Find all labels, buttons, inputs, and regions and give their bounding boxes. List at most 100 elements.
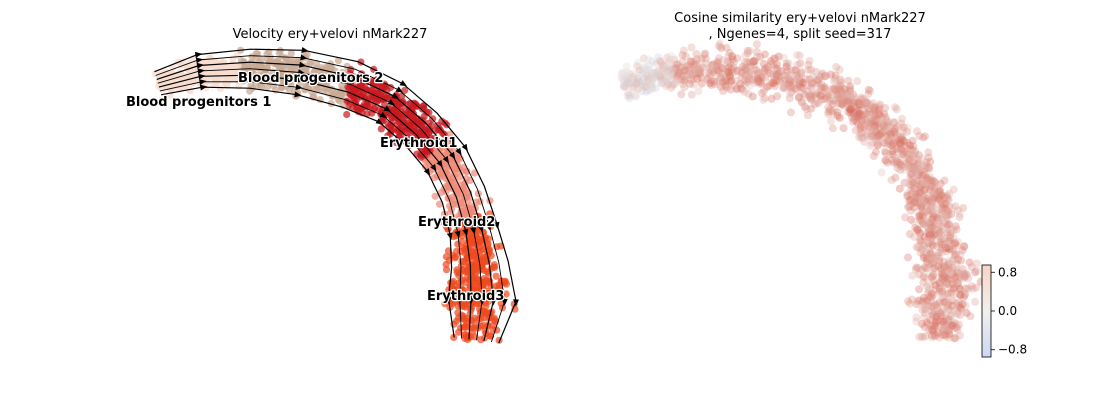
cell-point xyxy=(863,132,872,141)
cell-point xyxy=(919,251,928,260)
cell-point xyxy=(900,137,908,146)
cell-point xyxy=(773,64,781,73)
cell-point xyxy=(938,309,947,318)
cell-point xyxy=(679,72,688,80)
cell-point xyxy=(954,255,963,264)
cell-point xyxy=(951,309,960,318)
cell-point xyxy=(768,71,777,79)
cell-point xyxy=(854,120,863,128)
cell-point xyxy=(948,301,957,310)
cell-point xyxy=(353,102,361,110)
cell-point xyxy=(844,76,853,85)
cell-point xyxy=(784,74,793,83)
cell-point xyxy=(945,220,954,229)
cell-point xyxy=(897,145,906,154)
cell-point xyxy=(853,108,862,117)
cell-point xyxy=(749,57,758,66)
cell-point xyxy=(634,74,643,83)
cell-point xyxy=(941,299,950,308)
cell-point xyxy=(844,97,853,106)
cell-point xyxy=(829,96,838,105)
cell-point xyxy=(940,240,949,249)
cell-point xyxy=(857,100,866,109)
cell-point xyxy=(937,222,946,231)
cell-point xyxy=(904,163,912,172)
cell-point xyxy=(273,60,281,69)
cell-point xyxy=(911,168,920,177)
cell-point xyxy=(670,66,679,75)
cell-point xyxy=(872,120,881,129)
cell-point xyxy=(886,123,895,132)
cell-point xyxy=(897,119,906,128)
cell-point xyxy=(960,242,969,251)
cell-point xyxy=(926,226,935,235)
cell-point xyxy=(713,61,722,70)
cell-point xyxy=(926,205,935,214)
cell-point xyxy=(913,169,922,178)
cell-point xyxy=(619,81,628,90)
cell-point xyxy=(882,118,891,127)
cell-point xyxy=(216,85,224,93)
cell-point xyxy=(246,87,254,95)
cell-point xyxy=(924,179,933,188)
cell-point xyxy=(944,263,953,272)
cell-point xyxy=(664,80,673,89)
cell-point xyxy=(753,47,761,56)
cell-point xyxy=(934,195,943,203)
cell-point xyxy=(850,108,859,117)
cell-point xyxy=(955,303,964,312)
cell-point xyxy=(641,82,649,91)
cell-point xyxy=(742,66,751,75)
cell-point xyxy=(914,155,923,164)
cell-point xyxy=(769,79,778,88)
cell-point xyxy=(868,117,876,126)
cell-point xyxy=(907,295,916,304)
cell-point xyxy=(661,70,670,79)
cell-point xyxy=(793,51,801,59)
cell-point xyxy=(942,228,951,237)
cell-point xyxy=(939,317,948,326)
cell-point xyxy=(668,66,677,75)
cell-point xyxy=(660,61,669,70)
cell-point xyxy=(926,204,934,212)
cell-point xyxy=(713,58,721,67)
cell-point xyxy=(955,266,964,274)
cell-point xyxy=(824,107,833,116)
cell-point xyxy=(932,300,940,309)
cell-point xyxy=(794,75,802,84)
cell-point xyxy=(795,92,803,101)
cell-point xyxy=(967,282,976,291)
cell-point xyxy=(953,325,962,334)
streamline-arrow xyxy=(199,84,208,91)
cell-point xyxy=(795,78,804,87)
cell-point xyxy=(763,83,772,92)
cell-point xyxy=(852,98,861,107)
cell-point xyxy=(932,251,941,260)
cell-point xyxy=(857,95,866,104)
cell-point xyxy=(922,255,931,264)
cell-point xyxy=(732,66,741,75)
cell-point xyxy=(936,273,945,281)
cell-point xyxy=(482,302,490,310)
cell-point xyxy=(856,124,865,133)
cell-point xyxy=(442,260,450,269)
cell-point xyxy=(904,203,913,212)
cell-point xyxy=(919,212,927,221)
cell-point xyxy=(949,279,957,288)
cell-point xyxy=(934,216,943,225)
cell-point xyxy=(670,55,679,64)
cell-point xyxy=(961,284,970,293)
streamline-arrow xyxy=(442,155,449,164)
cell-point xyxy=(960,291,969,300)
cell-point xyxy=(917,319,926,328)
cell-point xyxy=(713,77,722,86)
cell-point xyxy=(898,133,907,142)
cell-point xyxy=(909,178,917,187)
cell-point xyxy=(745,82,754,91)
cell-point xyxy=(858,134,867,143)
cell-point xyxy=(883,158,892,167)
cell-point xyxy=(911,197,919,206)
cell-point xyxy=(470,169,479,177)
cell-point xyxy=(944,315,953,324)
cell-point xyxy=(831,71,840,80)
